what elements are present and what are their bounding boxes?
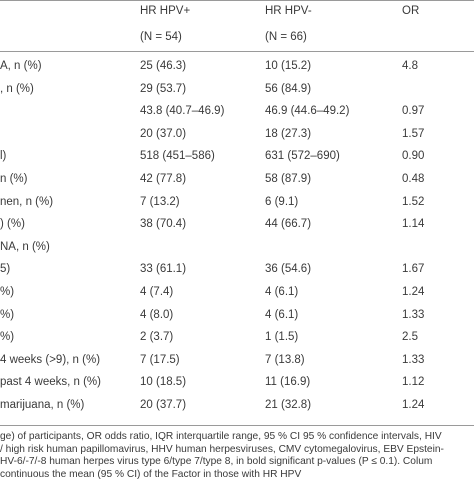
cell: 1.24 [402, 286, 425, 298]
cell: 1.12 [402, 376, 425, 389]
cell: 43.8 (40.7–46.9) [140, 105, 225, 118]
cell: 1.33 [402, 353, 425, 366]
row-label: NA, n (%) [0, 240, 50, 253]
cell: 20 (37.7) [140, 399, 187, 411]
column-subheader: (N = 66) [265, 31, 307, 43]
cell: 1.24 [402, 399, 425, 411]
column-subheader: (N = 54) [140, 31, 182, 43]
cell: 4 (6.1) [265, 286, 299, 298]
row-label: 4 weeks (>9), n (%) [0, 353, 101, 366]
column-header: HR HPV+ [140, 5, 191, 17]
cell: 36 (54.6) [265, 263, 312, 276]
cell: 518 (451–586) [140, 150, 215, 163]
row-label: 5) [0, 263, 11, 276]
footnote: continuous the mean (95 % CI) of the Fac… [0, 468, 302, 480]
row-label: %) [0, 331, 15, 344]
cell: 4 (6.1) [265, 308, 299, 321]
footnote: HV-6/-7/-8 human herpes virus type 6/typ… [0, 456, 433, 467]
row-label: n (%) [0, 173, 28, 185]
cell: 56 (84.9) [265, 82, 312, 95]
cell: 1.57 [402, 127, 425, 140]
cell: 46.9 (44.6–49.2) [265, 105, 350, 118]
cell: 0.90 [402, 150, 425, 163]
cell: 631 (572–690) [265, 150, 340, 163]
cell: 44 (66.7) [265, 218, 312, 231]
top-rule [0, 0, 474, 1]
row-label: %) [0, 286, 15, 298]
row-label: , n (%) [0, 82, 34, 95]
header-rule [0, 51, 474, 52]
row-label: %) [0, 308, 15, 321]
row-label: nen, n (%) [0, 195, 54, 208]
column-header: HR HPV- [265, 5, 312, 17]
row-label: A, n (%) [0, 60, 42, 72]
cell: 4.8 [402, 60, 418, 72]
cell: 1.52 [402, 195, 425, 208]
cell: 7 (17.5) [140, 353, 180, 366]
cell: 1.14 [402, 218, 425, 231]
bottom-rule [0, 425, 474, 426]
cell: 20 (37.0) [140, 127, 187, 140]
cell: 1.67 [402, 263, 425, 276]
cell: 18 (27.3) [265, 127, 312, 140]
cell: 6 (9.1) [265, 195, 299, 208]
cell: 11 (16.9) [265, 376, 311, 389]
cell: 10 (15.2) [265, 60, 312, 72]
cell: 0.48 [402, 173, 425, 185]
cell: 4 (8.0) [140, 308, 174, 321]
cell: 58 (87.9) [265, 173, 312, 185]
cell: 29 (53.7) [140, 82, 187, 95]
row-label: marijuana, n (%) [0, 399, 85, 411]
row-label: past 4 weeks, n (%) [0, 376, 101, 389]
cell: 2.5 [402, 331, 418, 344]
cell: 1.33 [402, 308, 425, 321]
cell: 25 (46.3) [140, 60, 187, 72]
cell: 4 (7.4) [140, 286, 174, 298]
cell: 42 (77.8) [140, 173, 187, 185]
row-label: l) [0, 150, 7, 163]
cell: 0.97 [402, 105, 425, 118]
cell: 7 (13.2) [140, 195, 180, 208]
row-label: ) (%) [0, 218, 25, 231]
cell: 38 (70.4) [140, 218, 187, 231]
footnote: / high risk human papillomavirus, HHV hu… [0, 443, 444, 455]
cell: 7 (13.8) [265, 353, 305, 366]
cell: 10 (18.5) [140, 376, 187, 389]
footnote: ge) of participants, OR odds ratio, IQR … [0, 431, 442, 442]
column-header: OR [402, 5, 420, 17]
cell: 21 (32.8) [265, 399, 312, 411]
cell: 2 (3.7) [140, 331, 174, 344]
cell: 1 (1.5) [265, 331, 299, 344]
cell: 33 (61.1) [140, 263, 187, 276]
